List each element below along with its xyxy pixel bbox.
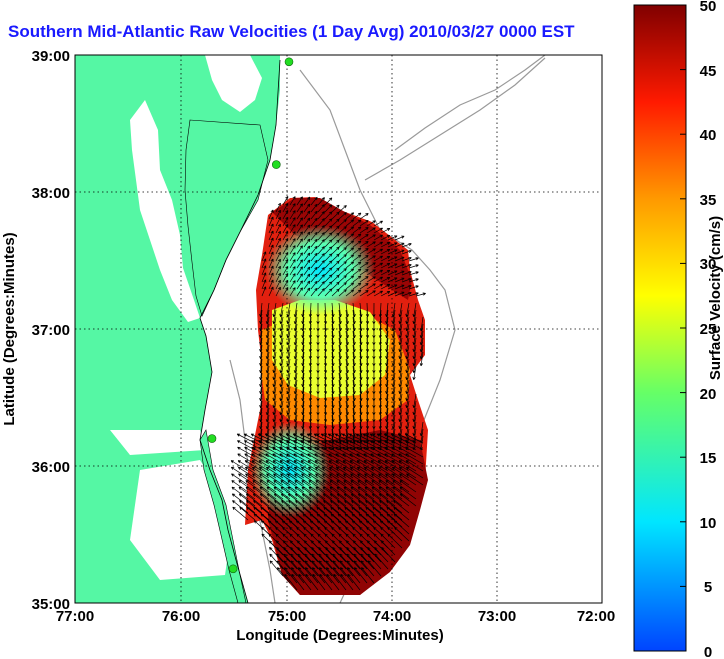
graticule [75, 55, 602, 603]
colorbar-gradient [633, 4, 687, 652]
x-tick-label: 73:00 [478, 608, 516, 625]
colorbar-tick-label: 50 [700, 0, 717, 15]
velocity-coverage-cyan [265, 225, 375, 315]
y-axis: 39:00 38:00 37:00 36:00 35:00 Latitude (… [1, 48, 70, 613]
chesapeake-bay [130, 100, 200, 322]
station-marker [284, 57, 294, 67]
y-tick-label: 38:00 [32, 185, 70, 202]
station-marker [271, 160, 281, 169]
colorbar-tick-label: 30 [700, 256, 717, 273]
x-tick-label: 77:00 [56, 608, 94, 625]
x-axis: 77:00 76:00 75:00 74:00 73:00 72:00 Long… [56, 608, 615, 644]
y-tick-label: 37:00 [32, 322, 70, 339]
bathymetry-contour [364, 57, 546, 181]
y-axis-title: Latitude (Degrees:Minutes) [1, 232, 18, 425]
x-tick-label: 76:00 [162, 608, 200, 625]
x-tick-label: 75:00 [268, 608, 306, 625]
delmarva-peninsula [184, 119, 269, 317]
bathymetry-contour [394, 55, 546, 151]
colorbar-tick-label: 5 [704, 579, 712, 596]
colorbar: 0 5 10 15 20 25 30 35 40 45 50 Surface V… [633, 0, 724, 659]
colorbar-tick-label: 45 [700, 63, 717, 80]
albemarle-sound [110, 430, 205, 455]
y-tick-label: 35:00 [32, 596, 70, 613]
station-markers [207, 57, 294, 574]
y-tick-label: 39:00 [32, 48, 70, 65]
plot-frame [74, 54, 603, 604]
colorbar-tick-label: 10 [700, 515, 717, 532]
colorbar-tick-label: 40 [700, 127, 717, 144]
station-marker [207, 434, 217, 443]
map-title: Southern Mid-Atlantic Raw Velocities (1 … [8, 22, 575, 41]
colorbar-tick-label: 15 [700, 450, 717, 467]
x-tick-label: 72:00 [577, 608, 615, 625]
x-tick-label: 74:00 [373, 608, 411, 625]
colorbar-tick-label: 25 [700, 321, 717, 338]
delaware-bay [205, 55, 262, 112]
coastline [199, 59, 281, 603]
station-marker [228, 564, 238, 574]
velocity-field [230, 196, 428, 595]
colorbar-ticks [680, 4, 686, 652]
colorbar-tick-label: 20 [700, 386, 717, 403]
colorbar-tick-label: 0 [704, 644, 712, 659]
y-tick-label: 36:00 [32, 459, 70, 476]
x-axis-title: Longitude (Degrees:Minutes) [236, 627, 444, 644]
colorbar-tick-label: 35 [700, 192, 717, 209]
pamlico-sound [130, 460, 230, 580]
velocity-vectors [230, 196, 426, 591]
colorbar-title: Surface Velocity (cm/s) [707, 216, 724, 380]
